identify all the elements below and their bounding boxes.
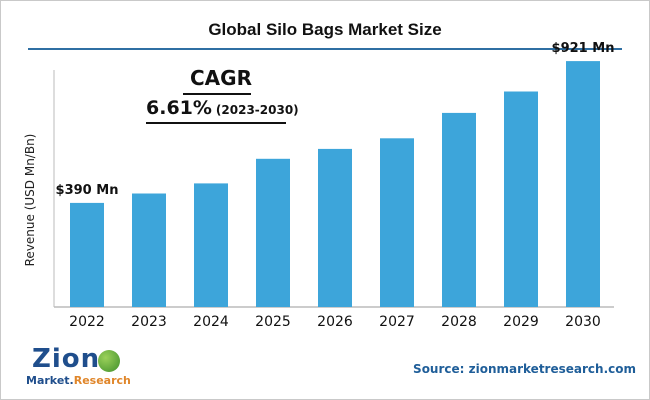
- bar-2027: [380, 138, 414, 307]
- bar-2022: [70, 202, 104, 307]
- bar-2028: [442, 112, 476, 308]
- x-tick-label-2023: 2023: [131, 314, 167, 330]
- cagr-label: CAGR: [190, 66, 252, 90]
- x-tick-label-2028: 2028: [441, 314, 477, 330]
- data-label-2030: $921 Mn: [552, 41, 615, 56]
- bar-2029: [504, 91, 538, 307]
- globe-icon: [98, 350, 120, 372]
- bar-2023: [132, 193, 166, 307]
- x-tick-label-2029: 2029: [503, 314, 539, 330]
- x-tick-label-2025: 2025: [255, 314, 291, 330]
- cagr-value: 6.61%: [146, 97, 212, 119]
- cagr-value-underline: [146, 122, 286, 124]
- bar-2030: [566, 61, 600, 307]
- bar-2024: [194, 183, 228, 307]
- data-label-2022: $390 Mn: [56, 183, 119, 198]
- logo-wordmark: Zion: [32, 344, 101, 374]
- source-text: Source: zionmarketresearch.com: [413, 362, 636, 376]
- cagr-label-underline: [183, 93, 251, 95]
- bar-2026: [318, 148, 352, 307]
- logo-subtitle: Market.Research: [26, 374, 131, 387]
- title-underline: [28, 48, 622, 50]
- bar-2025: [256, 158, 290, 307]
- x-tick-label-2022: 2022: [69, 314, 105, 330]
- x-tick-label-2030: 2030: [565, 314, 601, 330]
- x-tick-label-2027: 2027: [379, 314, 415, 330]
- x-tick-label-2024: 2024: [193, 314, 229, 330]
- x-tick-label-2026: 2026: [317, 314, 353, 330]
- cagr-period: (2023-2030): [215, 103, 299, 117]
- cagr-line: 6.61% (2023-2030): [146, 97, 299, 119]
- zion-logo: Zion Market.Research: [22, 344, 132, 392]
- chart-title: Global Silo Bags Market Size: [208, 20, 442, 39]
